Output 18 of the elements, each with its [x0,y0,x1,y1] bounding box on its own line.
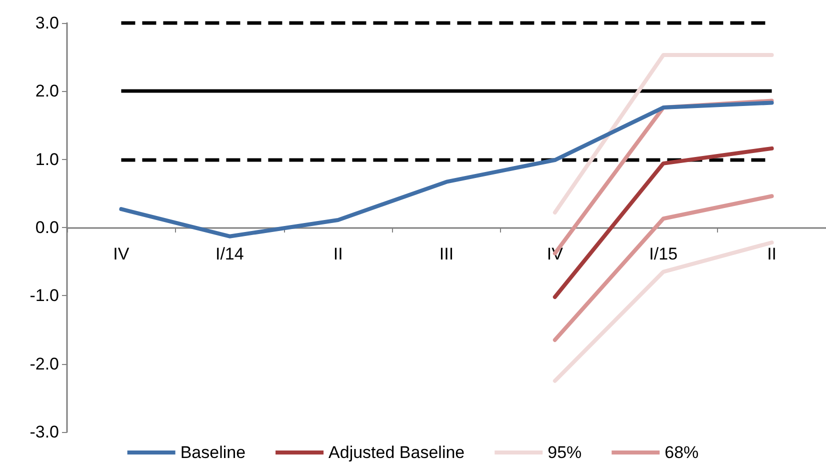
line-series [119,100,774,238]
y-tick-label: -1.0 [30,286,59,306]
legend-label: Adjusted Baseline [328,443,465,462]
x-tick-label: III [439,244,454,264]
x-tick-label: IV [113,244,130,264]
y-tick-label: 1.0 [35,150,59,169]
y-tick-label: 2.0 [35,82,59,101]
legend-label: 95% [548,443,582,462]
x-tick-label: I/14 [215,244,244,264]
legend-label: Baseline [180,443,246,462]
x-tick-label: I/15 [649,244,678,264]
y-tick-label: 0.0 [35,218,59,237]
y-tick-label: -2.0 [30,354,59,374]
y-tick-label: -3.0 [30,422,59,442]
y-tick-label: 3.0 [35,14,59,32]
x-tick-label: II [767,244,777,264]
x-tick-label: II [333,244,343,264]
legend-label: 68% [664,443,699,462]
